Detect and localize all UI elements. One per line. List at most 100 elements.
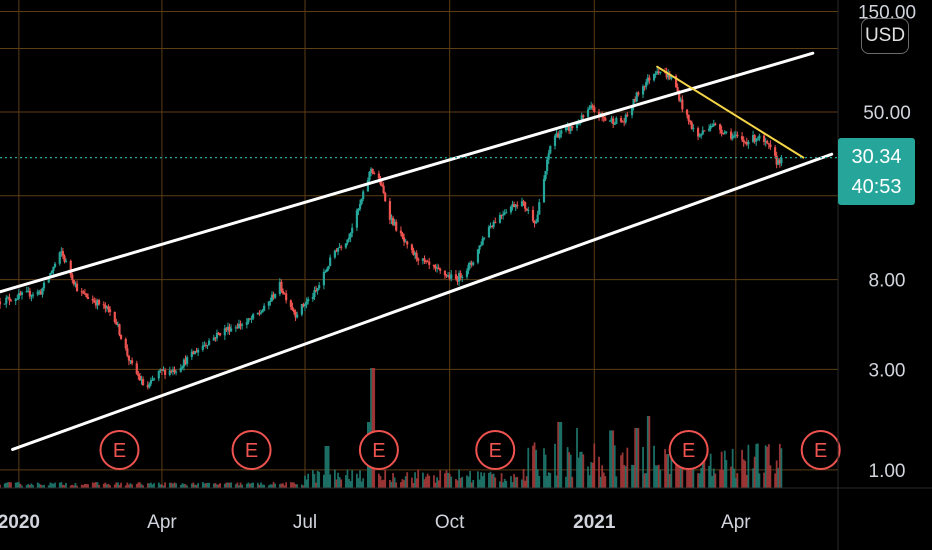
candle-body bbox=[615, 118, 618, 124]
candle-body bbox=[52, 266, 55, 271]
volume-bar bbox=[260, 482, 262, 488]
currency-button[interactable]: USD bbox=[861, 18, 909, 54]
candle-body bbox=[775, 155, 778, 165]
volume-bar bbox=[338, 477, 341, 488]
volume-bar bbox=[113, 484, 116, 488]
volume-bar bbox=[665, 454, 668, 488]
volume-bar bbox=[261, 484, 264, 488]
earnings-marker[interactable]: E bbox=[668, 430, 709, 470]
volume-bar bbox=[395, 482, 398, 488]
volume-bar bbox=[137, 482, 140, 488]
volume-bar bbox=[98, 484, 100, 488]
volume-bar bbox=[544, 454, 547, 488]
channel-lower-line[interactable] bbox=[11, 152, 834, 451]
candle-body bbox=[71, 274, 74, 281]
volume-bar bbox=[681, 453, 684, 488]
candle-body bbox=[42, 282, 46, 289]
earnings-marker[interactable]: E bbox=[475, 430, 516, 470]
candle-body bbox=[410, 244, 414, 251]
volume-bar bbox=[52, 483, 55, 488]
volume-bar bbox=[179, 485, 182, 488]
candle-body bbox=[393, 221, 396, 225]
earnings-marker[interactable]: E bbox=[99, 430, 140, 470]
volume-bar bbox=[444, 473, 446, 488]
candle-body bbox=[679, 99, 682, 101]
candle-body bbox=[707, 128, 711, 131]
volume-bar bbox=[708, 465, 710, 488]
candle-body bbox=[703, 130, 706, 132]
volume-bar bbox=[324, 446, 327, 488]
volume-bar bbox=[730, 466, 732, 488]
volume-bar bbox=[183, 483, 185, 488]
candle-body bbox=[329, 257, 332, 266]
volume-bar bbox=[278, 484, 281, 488]
candle-body bbox=[346, 239, 349, 244]
candle-body bbox=[590, 105, 593, 109]
volume-bar bbox=[236, 482, 239, 488]
candle-body bbox=[338, 246, 341, 249]
candle-body bbox=[733, 135, 736, 137]
volume-bar bbox=[543, 448, 545, 488]
volume-bar bbox=[84, 483, 86, 488]
candle-body bbox=[360, 199, 363, 204]
volume-bar bbox=[733, 468, 736, 488]
volume-bar bbox=[686, 455, 688, 488]
drawings[interactable] bbox=[0, 51, 838, 451]
candle-body bbox=[676, 87, 679, 92]
candle-body bbox=[192, 351, 195, 355]
earnings-marker[interactable]: E bbox=[358, 430, 399, 470]
volume-bar bbox=[679, 451, 682, 488]
volume-bar bbox=[304, 475, 306, 488]
volume-bar bbox=[472, 479, 475, 488]
candle-body bbox=[31, 294, 35, 296]
channel-upper-line[interactable] bbox=[0, 51, 815, 294]
candle-body bbox=[445, 275, 448, 277]
volume-bar bbox=[300, 484, 303, 488]
earnings-marker[interactable]: E bbox=[800, 430, 841, 470]
volume-bar bbox=[744, 460, 747, 488]
volume-bar bbox=[654, 465, 657, 488]
candle-body bbox=[82, 291, 85, 294]
trendline[interactable] bbox=[656, 65, 805, 159]
volume-bar bbox=[205, 483, 207, 488]
candle-body bbox=[170, 370, 173, 372]
candle-body bbox=[432, 264, 436, 267]
candle-body bbox=[630, 106, 634, 116]
candle-body bbox=[461, 276, 464, 278]
volume-bar bbox=[404, 476, 407, 488]
candle-body bbox=[404, 241, 407, 243]
candle-body bbox=[476, 249, 480, 263]
candle-body bbox=[745, 142, 748, 145]
volume-bar bbox=[335, 479, 338, 488]
volume-bar bbox=[778, 443, 781, 488]
candle-body bbox=[14, 298, 17, 301]
volume-bar bbox=[599, 476, 602, 488]
candle-body bbox=[415, 252, 418, 259]
candle-body bbox=[711, 125, 714, 127]
candle-body bbox=[94, 302, 98, 306]
volume-bar bbox=[621, 452, 624, 488]
volume-bar bbox=[393, 477, 396, 488]
volume-bar bbox=[349, 481, 352, 488]
candle-body bbox=[632, 98, 635, 107]
volume-bar bbox=[659, 469, 662, 488]
candle-body bbox=[201, 345, 204, 350]
volume-bar bbox=[50, 483, 53, 488]
x-tick-label: Jul bbox=[293, 512, 317, 533]
candle-body bbox=[141, 379, 145, 386]
candle-body bbox=[557, 133, 560, 138]
volume-bar bbox=[126, 482, 129, 488]
earnings-marker[interactable]: E bbox=[231, 430, 272, 470]
candle-body bbox=[621, 121, 624, 123]
volume-bar bbox=[47, 485, 50, 488]
candle-body bbox=[714, 123, 717, 125]
volume-bar bbox=[258, 484, 261, 488]
candle-body bbox=[285, 293, 288, 301]
candle-body bbox=[747, 141, 750, 145]
volume-bar bbox=[39, 484, 42, 488]
volume-bar bbox=[373, 368, 376, 488]
volume-bar bbox=[239, 482, 242, 488]
